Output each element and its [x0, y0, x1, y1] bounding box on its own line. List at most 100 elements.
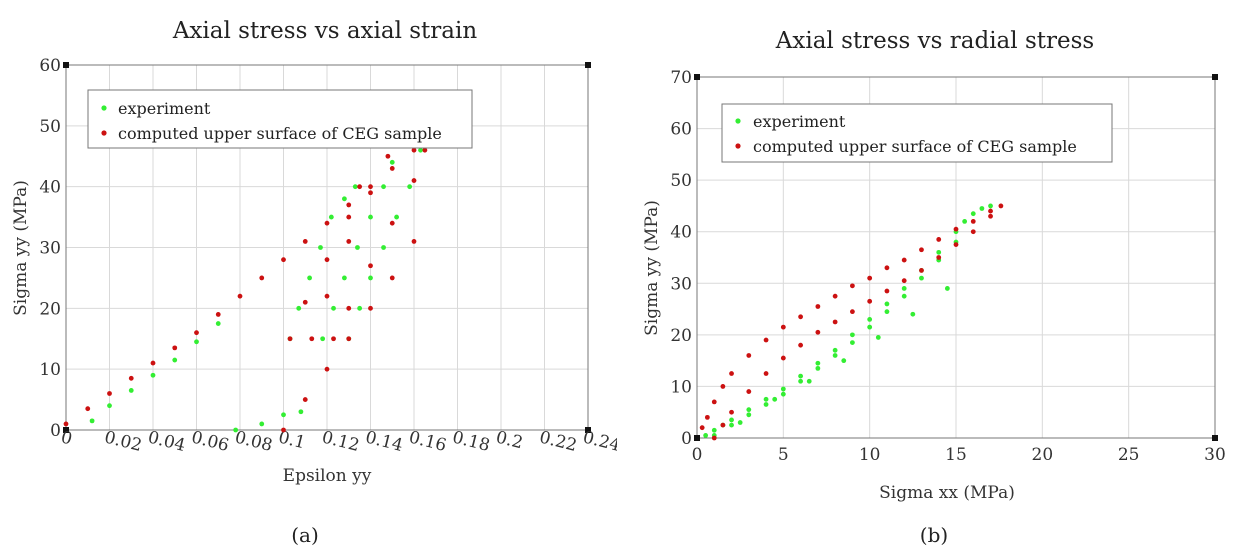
- data-point: [302, 239, 308, 244]
- y-tick-label: 30: [39, 239, 61, 259]
- data-point: [867, 298, 873, 304]
- data-point: [150, 360, 156, 366]
- data-point: [953, 226, 959, 232]
- y-tick-label: 60: [670, 120, 692, 140]
- data-point: [729, 409, 734, 415]
- data-point: [237, 293, 243, 299]
- data-point: [832, 347, 838, 353]
- data-point: [381, 184, 386, 190]
- data-point: [331, 305, 336, 311]
- data-point: [988, 203, 993, 209]
- data-point: [331, 336, 336, 342]
- data-point: [324, 220, 330, 226]
- data-point: [85, 406, 91, 412]
- data-point: [962, 219, 968, 224]
- x-tick-label: 0.24: [581, 427, 617, 456]
- data-point: [910, 311, 916, 317]
- data-point: [798, 373, 803, 379]
- data-point: [150, 372, 156, 378]
- data-point: [342, 275, 347, 281]
- chart-b-legend: experiment computed upper surface of CEG…: [721, 103, 1113, 163]
- chart-b-y-ticks: 0 10 20 30 40 50 60 70: [670, 68, 692, 449]
- y-tick-label: 30: [670, 274, 692, 294]
- data-point: [936, 249, 942, 255]
- chart-a-legend-label-experiment: experiment: [118, 99, 211, 118]
- x-tick-label: 0: [692, 445, 703, 465]
- data-point: [901, 257, 907, 263]
- data-point: [389, 166, 395, 171]
- data-point: [411, 147, 417, 153]
- data-point: [798, 314, 803, 320]
- chart-a-corner-markers: [63, 62, 591, 433]
- data-point: [368, 184, 373, 190]
- chart-panel-a: Axial stress vs axial strain 0 0.02 0.04 0.…: [0, 0, 622, 552]
- data-point: [979, 206, 985, 211]
- data-point: [704, 414, 710, 420]
- y-tick-label: 20: [39, 299, 61, 319]
- data-point: [850, 309, 855, 315]
- data-point: [936, 237, 942, 242]
- chart-b-legend-label-experiment: experiment: [753, 112, 846, 131]
- data-point: [352, 184, 358, 190]
- b-corner-marker-1: [1212, 74, 1218, 80]
- y-tick-label: 40: [39, 178, 61, 198]
- data-point: [798, 342, 803, 348]
- data-point: [729, 422, 734, 428]
- data-point: [944, 286, 950, 291]
- x-tick-label: 15: [945, 445, 967, 465]
- chart-a-title: Axial stress vs axial strain: [172, 18, 478, 44]
- x-tick-label: 0.08: [233, 427, 275, 456]
- data-point: [998, 203, 1004, 209]
- data-point: [389, 220, 395, 226]
- data-point: [346, 239, 352, 244]
- x-tick-label: 0.16: [407, 427, 449, 456]
- chart-b-points: [699, 203, 1004, 441]
- chart-a-caption: (a): [291, 523, 319, 547]
- a-corner-marker-3: [585, 427, 591, 433]
- chart-a-legend-marker-experiment: [101, 105, 107, 111]
- data-point: [875, 335, 881, 340]
- data-point: [711, 435, 717, 441]
- data-point: [970, 211, 976, 217]
- data-point: [746, 389, 752, 394]
- data-point: [703, 433, 709, 438]
- data-point: [281, 427, 286, 433]
- data-point: [884, 288, 890, 294]
- chart-b-legend-marker-computed: [735, 143, 741, 149]
- data-point: [832, 319, 838, 325]
- data-point: [302, 397, 308, 402]
- data-point: [970, 229, 976, 235]
- x-tick-label: 0.02: [102, 427, 144, 456]
- chart-a-points: [63, 147, 428, 433]
- chart-a-legend-marker-computed: [101, 130, 107, 136]
- data-point: [780, 386, 786, 392]
- data-point: [422, 147, 428, 153]
- chart-a-frame: [65, 64, 589, 431]
- data-point: [901, 278, 907, 284]
- x-tick-label: 0.1: [276, 427, 307, 453]
- chart-a-y-ticks: 0 10 20 30 40 50 60: [39, 56, 61, 441]
- data-point: [746, 412, 752, 418]
- data-point: [411, 178, 417, 183]
- series-experiment: [89, 147, 423, 433]
- data-point: [368, 263, 373, 269]
- data-point: [194, 330, 199, 336]
- a-corner-marker-0: [63, 62, 69, 68]
- a-corner-marker-1: [585, 62, 591, 68]
- data-point: [259, 421, 265, 427]
- data-point: [128, 375, 134, 381]
- data-point: [832, 293, 838, 299]
- x-tick-label: 5: [778, 445, 789, 465]
- data-point: [63, 421, 69, 427]
- data-point: [418, 147, 423, 153]
- data-point: [346, 202, 352, 208]
- data-point: [89, 418, 95, 424]
- b-corner-marker-3: [1212, 435, 1218, 441]
- data-point: [763, 371, 769, 376]
- y-tick-label: 20: [670, 326, 692, 346]
- data-point: [884, 301, 890, 307]
- data-point: [357, 305, 363, 311]
- x-tick-label: 25: [1118, 445, 1140, 465]
- data-point: [780, 355, 786, 361]
- data-point: [850, 340, 855, 345]
